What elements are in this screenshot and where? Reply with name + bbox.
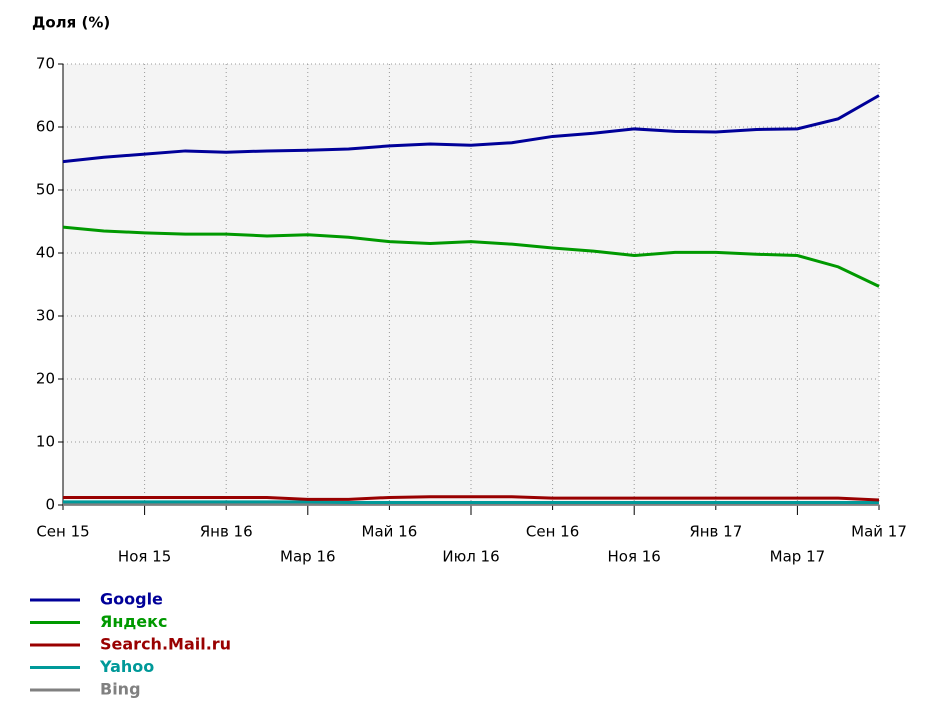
x-tick-label: Ноя 15 [118, 548, 171, 566]
y-tick-label: 30 [36, 307, 55, 325]
legend-label: Яндекс [100, 612, 168, 631]
y-tick-label: 60 [36, 118, 55, 136]
legend-label: Google [100, 590, 163, 609]
series-line [62, 94, 880, 164]
series-line [62, 225, 880, 288]
x-tick-label: Сен 15 [36, 523, 89, 541]
x-tick-label: Май 16 [362, 523, 418, 541]
legend-label: Yahoo [99, 657, 154, 676]
x-tick-label: Сен 16 [526, 523, 579, 541]
x-tick-label: Янв 17 [689, 523, 742, 541]
series-line [63, 495, 880, 502]
y-tick-label: 40 [36, 244, 55, 262]
y-tick-label: 20 [36, 370, 55, 388]
x-tick-label: Ноя 16 [608, 548, 661, 566]
chart-title: Доля (%) [32, 14, 110, 32]
x-tick-label: Май 17 [851, 523, 907, 541]
legend-label: Search.Mail.ru [100, 635, 231, 654]
x-tick-label: Мар 17 [770, 548, 826, 566]
y-tick-label: 70 [36, 55, 55, 73]
x-tick-label: Мар 16 [280, 548, 336, 566]
legend-label: Bing [100, 680, 141, 699]
x-tick-label: Июл 16 [442, 548, 499, 566]
y-tick-label: 10 [36, 433, 55, 451]
y-tick-label: 0 [45, 496, 55, 514]
x-tick-label: Янв 16 [200, 523, 253, 541]
series-line [63, 500, 879, 504]
y-tick-label: 50 [36, 181, 55, 199]
